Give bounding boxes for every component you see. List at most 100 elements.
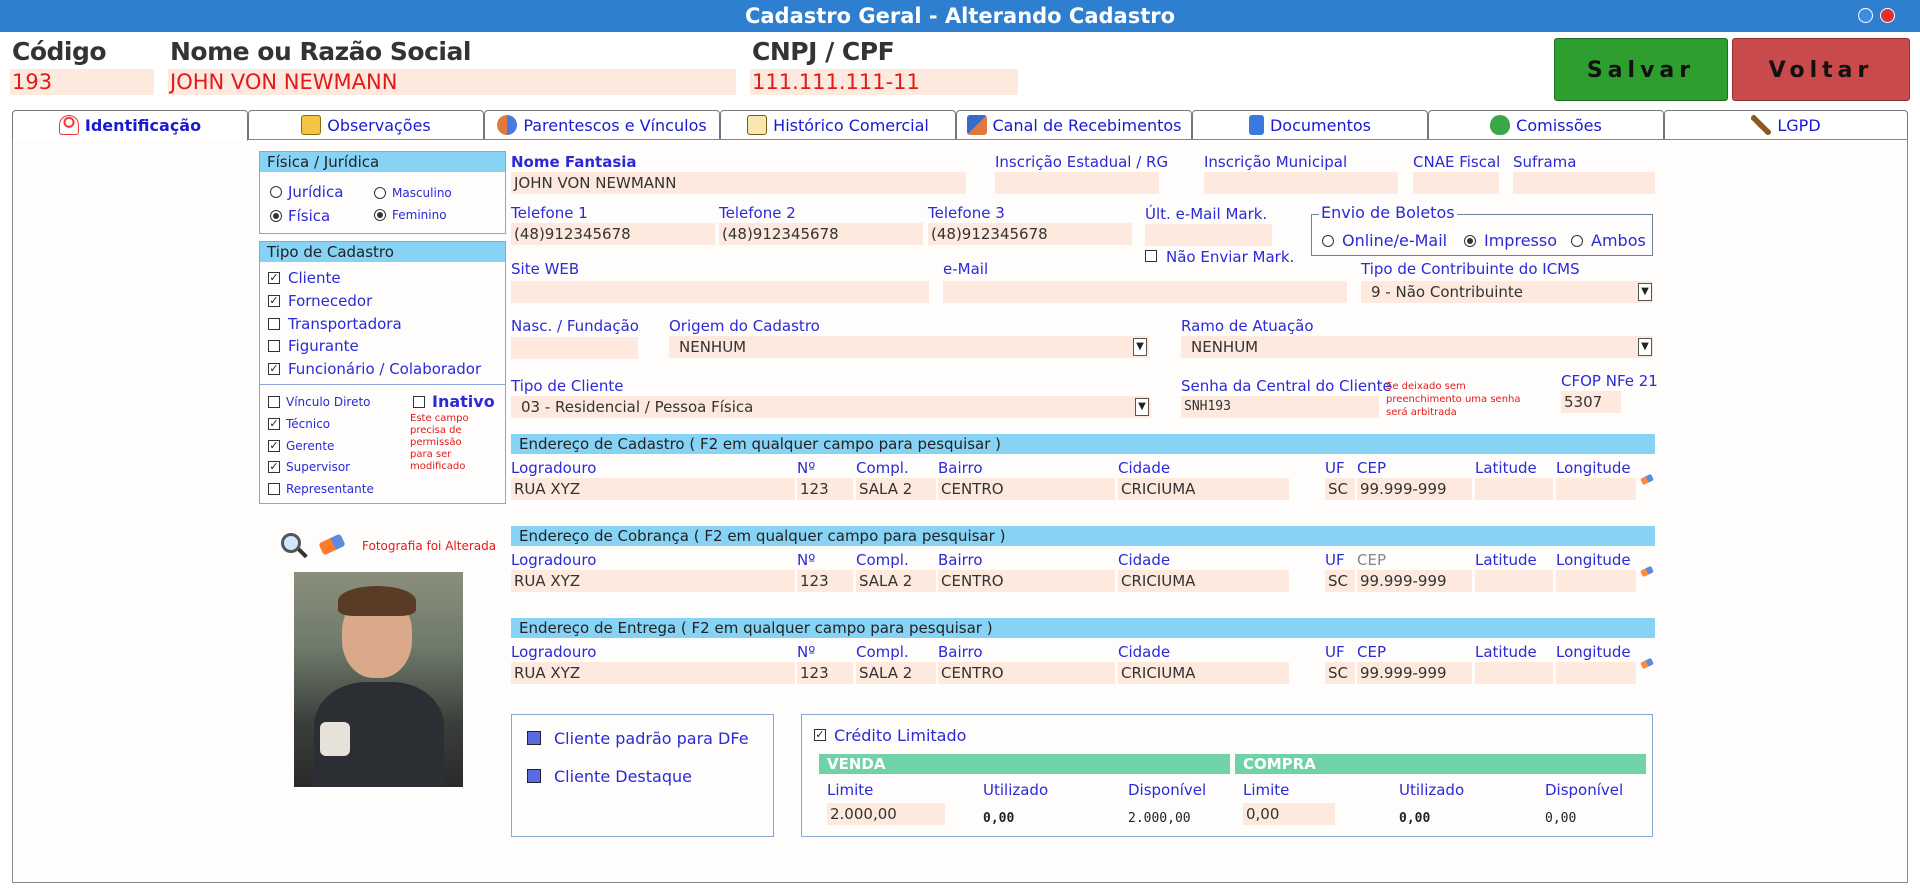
- origem-select[interactable]: NENHUM: [669, 336, 1149, 358]
- tipo-pessoa-title: Física / Jurídica: [260, 152, 505, 172]
- tel3-label: Telefone 3: [928, 204, 1005, 222]
- ie-field[interactable]: [995, 172, 1159, 194]
- bol-ambos-radio[interactable]: [1571, 235, 1583, 247]
- tel3-field[interactable]: (48)912345678: [928, 223, 1132, 245]
- tab-lgpd[interactable]: LGPD: [1664, 110, 1908, 140]
- compra-limite-field[interactable]: 0,00: [1243, 803, 1335, 825]
- nome-field[interactable]: JOHN VON NEWMANN: [168, 69, 736, 95]
- endereco-cidade-field[interactable]: CRICIUMA: [1118, 662, 1289, 684]
- endereco-cidade-field[interactable]: CRICIUMA: [1118, 570, 1289, 592]
- bol-impresso-radio[interactable]: [1464, 235, 1476, 247]
- endereco-longitude-field[interactable]: [1556, 478, 1636, 500]
- venda-limite-field[interactable]: 2.000,00: [827, 803, 945, 825]
- destaque-checkbox[interactable]: [527, 769, 541, 783]
- cnae-field[interactable]: [1413, 172, 1499, 194]
- endereco-numero-field[interactable]: 123: [797, 662, 853, 684]
- endereco-uf-label: UF: [1325, 551, 1345, 569]
- minimize-icon[interactable]: [1858, 8, 1873, 23]
- fornecedor-checkbox[interactable]: ✓: [268, 294, 280, 307]
- bol-online-radio[interactable]: [1322, 235, 1334, 247]
- endereco-logradouro-field[interactable]: RUA XYZ: [511, 478, 795, 500]
- tab-historico[interactable]: Histórico Comercial: [720, 110, 956, 140]
- tab-comissoes[interactable]: Comissões: [1428, 110, 1664, 140]
- endereco-uf-field[interactable]: SC: [1325, 570, 1355, 592]
- salvar-button[interactable]: Salvar: [1554, 38, 1728, 101]
- site-field[interactable]: [511, 281, 929, 303]
- chevron-down-icon[interactable]: ▼: [1638, 338, 1652, 356]
- close-icon[interactable]: [1880, 8, 1895, 23]
- funcionario-label: Funcionário / Colaborador: [288, 360, 482, 378]
- nao-enviar-label: Não Enviar Mark.: [1166, 248, 1295, 266]
- inativo-checkbox[interactable]: [413, 396, 425, 408]
- endereco-bairro-field[interactable]: CENTRO: [938, 662, 1115, 684]
- chevron-down-icon[interactable]: ▼: [1133, 338, 1147, 356]
- tab-documentos[interactable]: Documentos: [1192, 110, 1428, 140]
- cliente-checkbox[interactable]: ✓: [268, 271, 280, 284]
- endereco-longitude-field[interactable]: [1556, 662, 1636, 684]
- email-field[interactable]: [943, 281, 1347, 303]
- endereco-cep-field[interactable]: 99.999-999: [1357, 662, 1472, 684]
- tab-observacoes[interactable]: Observações: [248, 110, 484, 140]
- endereco-cep-label: CEP: [1357, 551, 1386, 569]
- endereco-compl-field[interactable]: SALA 2: [856, 570, 936, 592]
- im-field[interactable]: [1204, 172, 1398, 194]
- endereco-latitude-field[interactable]: [1475, 478, 1553, 500]
- endereco-cep-field[interactable]: 99.999-999: [1357, 570, 1472, 592]
- endereco-compl-field[interactable]: SALA 2: [856, 662, 936, 684]
- endereco-logradouro-field[interactable]: RUA XYZ: [511, 570, 795, 592]
- feminino-radio[interactable]: [374, 209, 386, 221]
- supervisor-checkbox[interactable]: ✓: [268, 460, 280, 473]
- juridica-label: Jurídica: [288, 183, 344, 201]
- cfop-field[interactable]: 5307: [1561, 391, 1621, 413]
- endereco-compl-field[interactable]: SALA 2: [856, 478, 936, 500]
- endereco-logradouro-field[interactable]: RUA XYZ: [511, 662, 795, 684]
- tipo-cliente-select[interactable]: 03 - Residencial / Pessoa Física: [511, 396, 1151, 418]
- figurante-checkbox[interactable]: [268, 340, 280, 352]
- nome-fantasia-field[interactable]: JOHN VON NEWMANN: [511, 172, 966, 194]
- tab-identificacao[interactable]: Identificação: [12, 110, 248, 141]
- endereco-numero-field[interactable]: 123: [797, 570, 853, 592]
- endereco-bairro-field[interactable]: CENTRO: [938, 570, 1115, 592]
- endereco-uf-field[interactable]: SC: [1325, 478, 1355, 500]
- nasc-field[interactable]: [511, 337, 638, 359]
- endereco-latitude-field[interactable]: [1475, 662, 1553, 684]
- padrao-dfe-checkbox[interactable]: [527, 731, 541, 745]
- endereco-numero-field[interactable]: 123: [797, 478, 853, 500]
- icms-select[interactable]: 9 - Não Contribuinte: [1361, 281, 1653, 303]
- cnpj-field[interactable]: 111.111.111-11: [750, 69, 1018, 95]
- ramo-select[interactable]: NENHUM: [1181, 336, 1653, 358]
- fisica-radio[interactable]: [270, 210, 282, 222]
- endereco-longitude-field[interactable]: [1556, 570, 1636, 592]
- tecnico-checkbox[interactable]: ✓: [268, 417, 280, 430]
- fisica-label: Física: [288, 207, 331, 225]
- tel1-field[interactable]: (48)912345678: [511, 223, 715, 245]
- search-photo-icon[interactable]: [281, 533, 301, 553]
- ult-email-field[interactable]: [1145, 224, 1272, 246]
- inativo-label: Inativo: [432, 392, 495, 411]
- tab-label: Identificação: [84, 116, 202, 135]
- chevron-down-icon[interactable]: ▼: [1638, 283, 1652, 301]
- endereco-cep-field[interactable]: 99.999-999: [1357, 478, 1472, 500]
- vinculo-direto-checkbox[interactable]: [268, 396, 280, 408]
- voltar-button[interactable]: Voltar: [1732, 38, 1910, 101]
- endereco-latitude-field[interactable]: [1475, 570, 1553, 592]
- codigo-field[interactable]: 193: [10, 69, 154, 95]
- endereco-bairro-field[interactable]: CENTRO: [938, 478, 1115, 500]
- suframa-field[interactable]: [1513, 172, 1655, 194]
- tipo-pessoa-box: Física / Jurídica: [259, 151, 506, 234]
- gerente-checkbox[interactable]: ✓: [268, 439, 280, 452]
- representante-checkbox[interactable]: [268, 483, 280, 495]
- masculino-radio[interactable]: [374, 187, 386, 199]
- transportadora-checkbox[interactable]: [268, 318, 280, 330]
- endereco-cidade-field[interactable]: CRICIUMA: [1118, 478, 1289, 500]
- endereco-uf-field[interactable]: SC: [1325, 662, 1355, 684]
- senha-field[interactable]: SNH193: [1181, 396, 1379, 418]
- tab-parentescos[interactable]: Parentescos e Vínculos: [484, 110, 720, 140]
- tab-canal[interactable]: Canal de Recebimentos: [956, 110, 1192, 140]
- chevron-down-icon[interactable]: ▼: [1135, 398, 1149, 416]
- nao-enviar-checkbox[interactable]: [1145, 250, 1157, 262]
- juridica-radio[interactable]: [270, 186, 282, 198]
- funcionario-checkbox[interactable]: ✓: [268, 362, 280, 375]
- credito-limitado-checkbox[interactable]: ✓: [814, 728, 826, 741]
- tel2-field[interactable]: (48)912345678: [719, 223, 923, 245]
